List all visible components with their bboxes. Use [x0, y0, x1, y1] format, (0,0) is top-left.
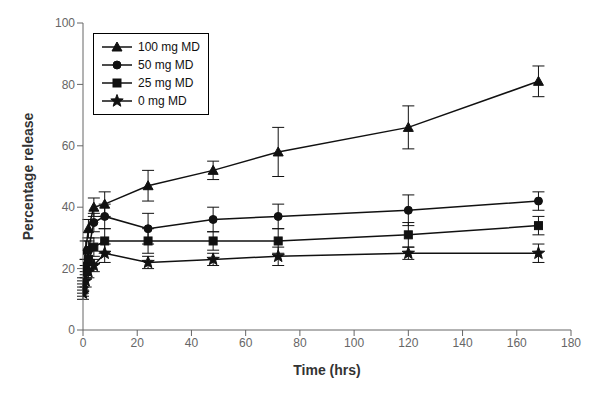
- html-text:25 mg MD: 25 mg MD: [138, 76, 194, 90]
- svg-text:0: 0: [68, 323, 75, 337]
- svg-text:60: 60: [62, 139, 76, 153]
- svg-text:140: 140: [453, 336, 473, 350]
- svg-text:180: 180: [561, 336, 581, 350]
- svg-text:160: 160: [507, 336, 527, 350]
- html-text:100 mg MD: 100 mg MD: [138, 40, 200, 54]
- svg-text:0: 0: [80, 336, 87, 350]
- svg-text:20: 20: [131, 336, 145, 350]
- svg-text:20: 20: [62, 262, 76, 276]
- html-text:0 mg MD: 0 mg MD: [138, 94, 187, 108]
- svg-text:40: 40: [62, 200, 76, 214]
- svg-text:120: 120: [398, 336, 418, 350]
- svg-text:60: 60: [239, 336, 253, 350]
- html-text:50 mg MD: 50 mg MD: [138, 58, 194, 72]
- svg-text:100: 100: [344, 336, 364, 350]
- svg-text:100: 100: [55, 16, 75, 30]
- svg-text:Percentage release: Percentage release: [20, 112, 36, 240]
- svg-text:80: 80: [293, 336, 307, 350]
- svg-text:40: 40: [185, 336, 199, 350]
- svg-text:Time (hrs): Time (hrs): [293, 362, 360, 378]
- svg-text:80: 80: [62, 78, 76, 92]
